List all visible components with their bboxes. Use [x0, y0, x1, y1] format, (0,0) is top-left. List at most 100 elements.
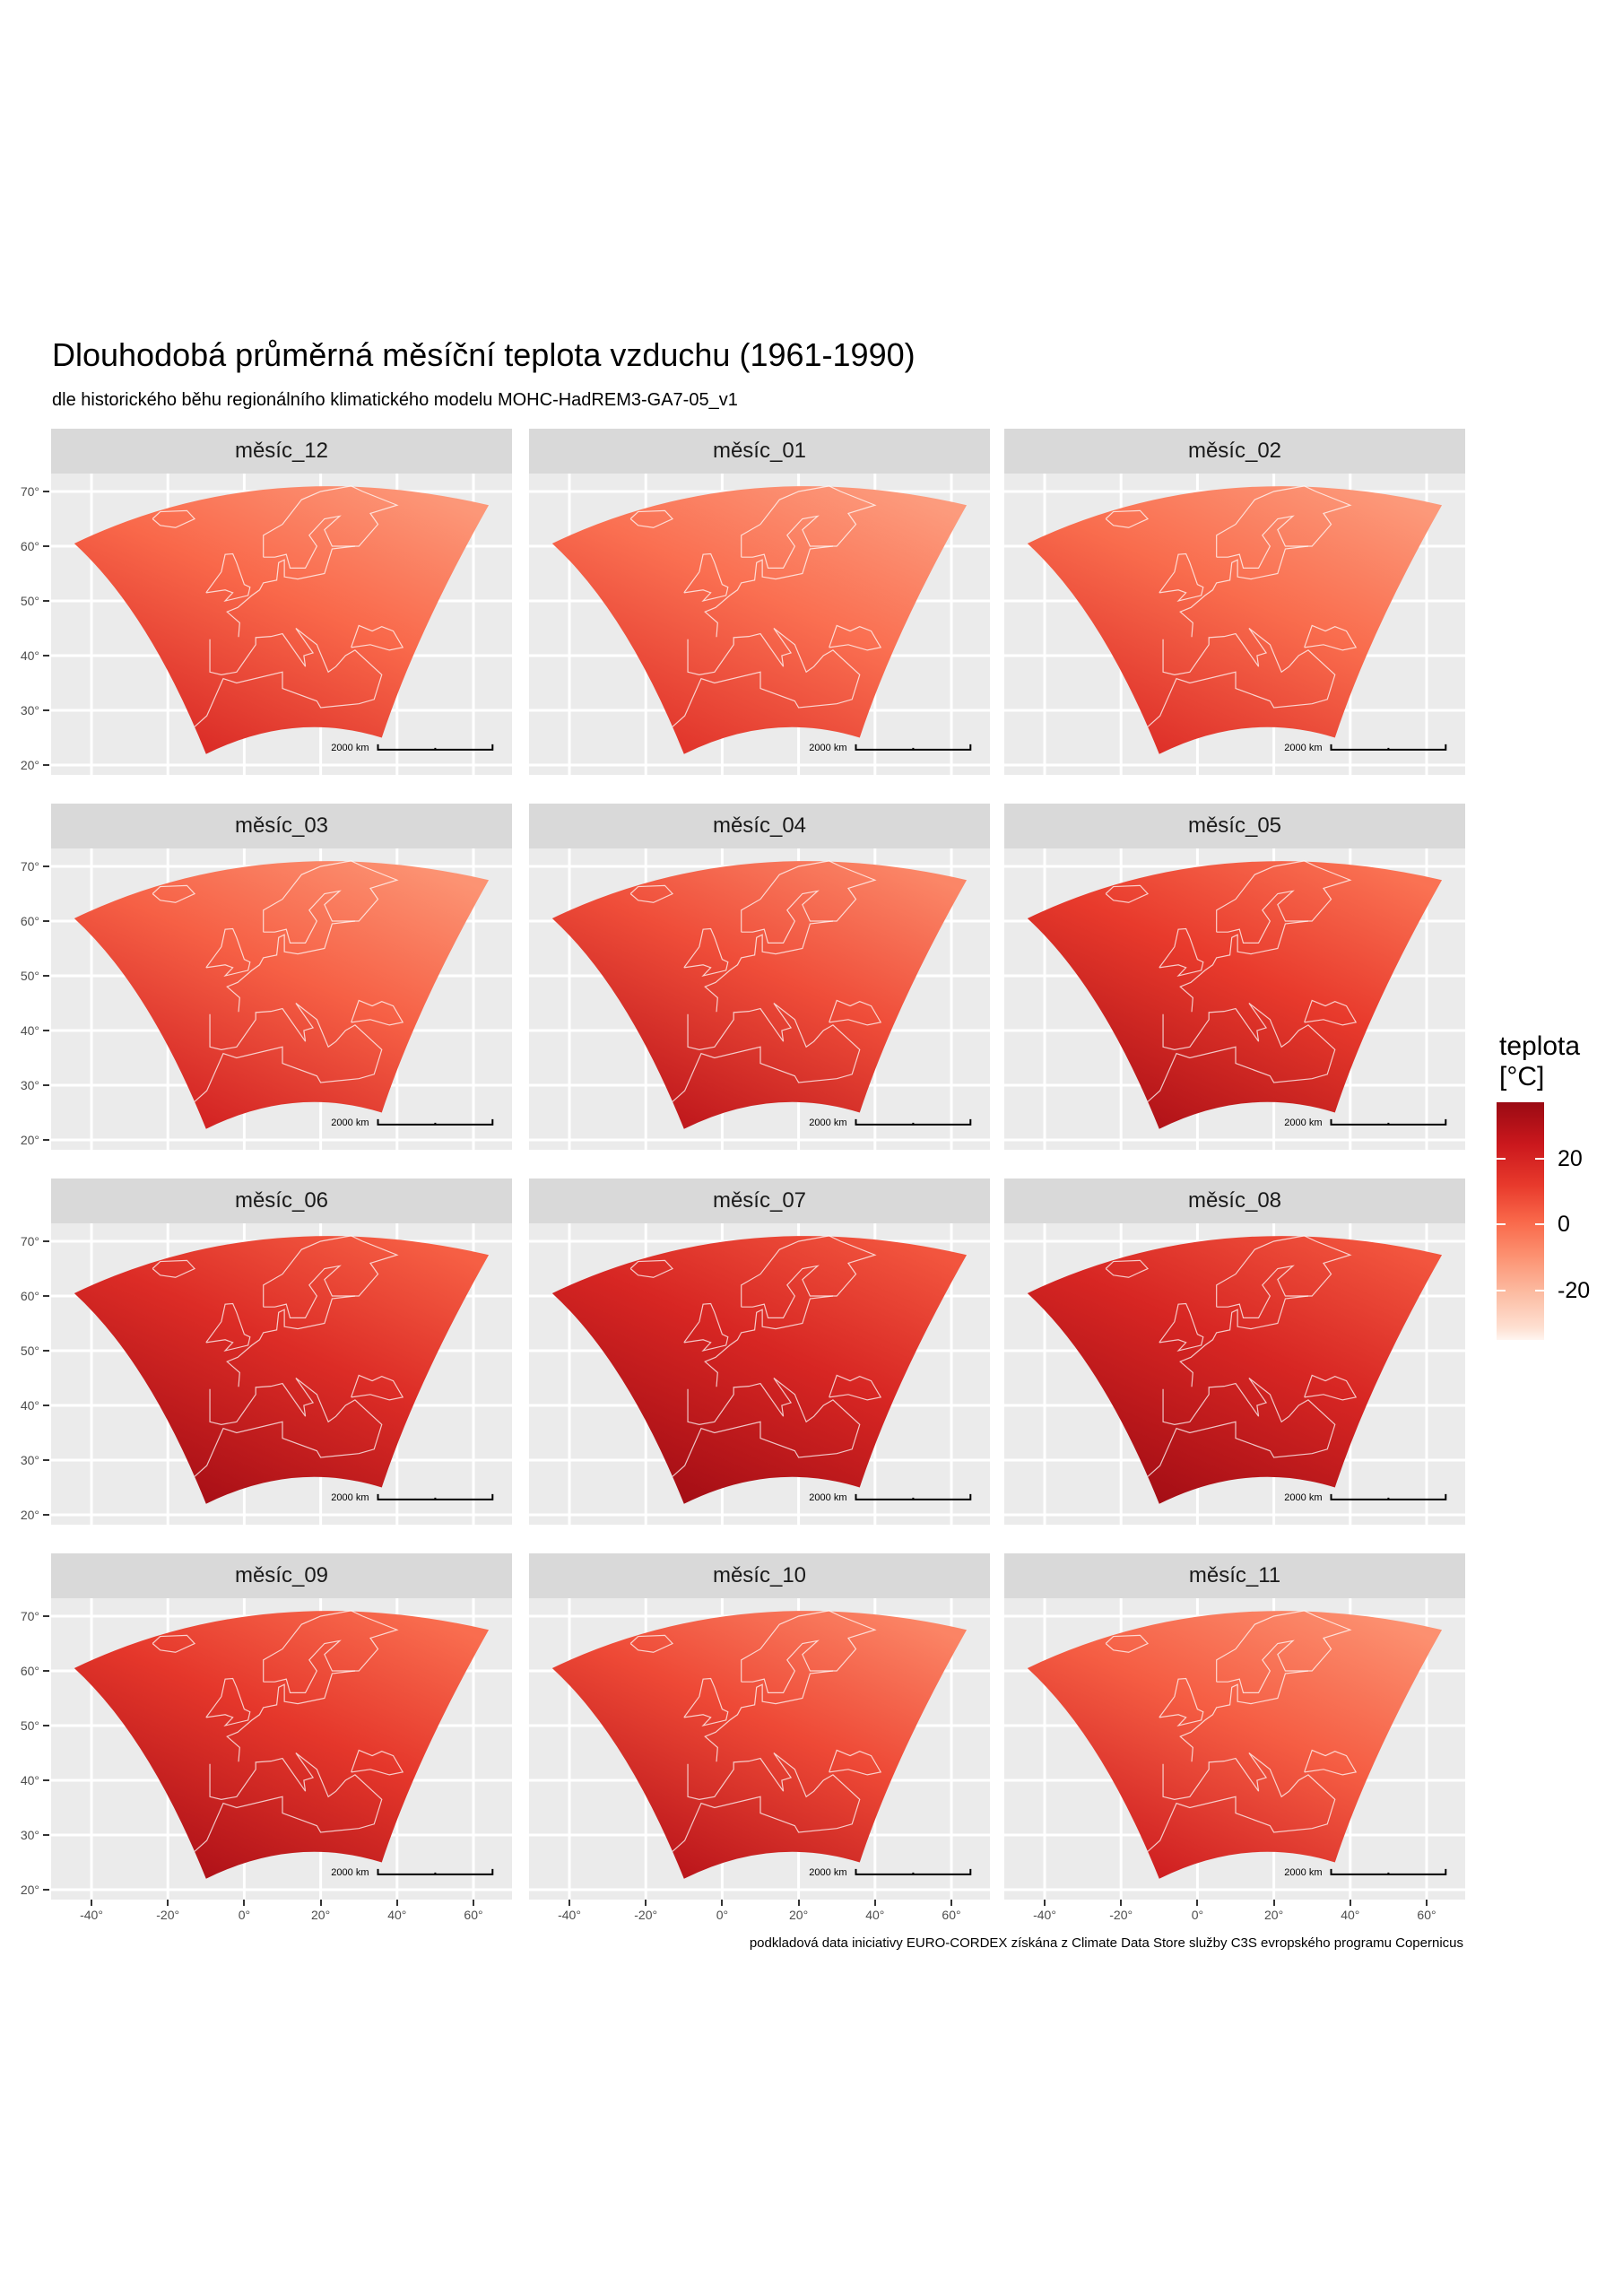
x-tick-mark — [950, 1900, 952, 1906]
scale-bar-line — [377, 744, 494, 751]
map-svg: 2000 km — [529, 474, 990, 775]
coastline — [351, 1749, 404, 1776]
y-tick-label: 50° — [20, 1718, 39, 1733]
coastline — [1304, 1749, 1358, 1776]
scale-bar: 2000 km — [809, 743, 972, 753]
facet-strip-label: měsíc_12 — [51, 429, 512, 474]
map-svg: 2000 km — [1004, 1223, 1465, 1525]
x-tick-mark — [1426, 1900, 1428, 1906]
facet-plot-area: 2000 km — [1004, 1598, 1465, 1900]
x-tick-label: 60° — [1417, 1908, 1436, 1922]
y-tick-mark — [43, 600, 49, 602]
y-tick-label: 40° — [20, 648, 39, 663]
legend-tick-mark — [1497, 1157, 1506, 1160]
facet-plot-area: 2000 km — [529, 1598, 990, 1900]
y-tick-mark — [43, 920, 49, 922]
x-tick-mark — [243, 1900, 246, 1906]
y-tick-label: 60° — [20, 1664, 39, 1678]
coastline — [194, 1378, 383, 1477]
facet-panel: měsíc_11 2000 km — [1004, 1553, 1465, 1900]
y-tick-mark — [43, 1405, 49, 1406]
scale-bar-line — [377, 1118, 494, 1126]
temperature-raster — [1027, 1611, 1443, 1879]
coastline — [1159, 927, 1204, 978]
coastline — [683, 1302, 729, 1352]
scale-bar-label: 2000 km — [331, 1492, 369, 1503]
scale-bar-label: 2000 km — [331, 1118, 369, 1128]
coastline — [741, 485, 877, 570]
coastline — [1147, 1003, 1336, 1102]
x-tick-mark — [1272, 1900, 1275, 1906]
coastline — [205, 1302, 251, 1352]
map-svg: 2000 km — [529, 1598, 990, 1900]
facet-strip-label: měsíc_06 — [51, 1178, 512, 1223]
map-svg: 2000 km — [529, 1223, 990, 1525]
scale-bar: 2000 km — [331, 1118, 494, 1128]
coastline — [829, 624, 882, 651]
coastline — [704, 545, 834, 638]
scale-bar: 2000 km — [1284, 1492, 1447, 1503]
scale-bar-line — [855, 1118, 972, 1126]
x-tick-label: -20° — [1109, 1908, 1133, 1922]
y-tick-mark — [43, 1615, 49, 1617]
coastline — [704, 1295, 834, 1387]
x-tick-label: 40° — [1341, 1908, 1360, 1922]
y-tick-label: 40° — [20, 1398, 39, 1413]
coastline — [1216, 1235, 1352, 1319]
temperature-raster — [74, 486, 490, 754]
coastline — [351, 1374, 404, 1401]
facet-strip-label: měsíc_08 — [1004, 1178, 1465, 1223]
y-tick-label: 20° — [20, 758, 39, 772]
coastline — [152, 1259, 196, 1278]
temperature-raster — [1027, 861, 1443, 1129]
x-tick-label: 0° — [716, 1908, 729, 1922]
x-tick-label: 40° — [387, 1908, 407, 1922]
coastline — [1159, 1677, 1204, 1727]
y-tick-mark — [43, 1459, 49, 1461]
map-svg: 2000 km — [1004, 474, 1465, 775]
coastline — [1216, 485, 1352, 570]
coastline — [1179, 1670, 1309, 1762]
coastline — [1216, 1610, 1352, 1694]
coastline — [263, 485, 399, 570]
coastline — [683, 927, 729, 978]
y-tick-mark — [43, 1139, 49, 1141]
y-tick-mark — [43, 1295, 49, 1297]
y-tick-label: 20° — [20, 1883, 39, 1897]
facet-panel: měsíc_08 2000 km — [1004, 1178, 1465, 1525]
coastline — [1216, 860, 1352, 944]
scale-bar: 2000 km — [1284, 1867, 1447, 1878]
coastline — [351, 624, 404, 651]
x-tick-mark — [1196, 1900, 1199, 1906]
facet-strip-label: měsíc_03 — [51, 804, 512, 848]
facet-panel: měsíc_07 2000 km — [529, 1178, 990, 1525]
y-tick-mark — [43, 1084, 49, 1086]
scale-bar-line — [1330, 1118, 1447, 1126]
coastline — [672, 628, 861, 727]
y-tick-mark — [43, 1240, 49, 1242]
coastline — [263, 860, 399, 944]
coastline — [351, 999, 404, 1026]
temperature-raster — [551, 1236, 968, 1504]
legend-title-line2: [°C] — [1499, 1062, 1545, 1091]
facet-panel: měsíc_02 2000 km — [1004, 429, 1465, 775]
coastline — [629, 1634, 674, 1653]
legend-tick-mark — [1535, 1223, 1544, 1226]
x-tick-label: -40° — [558, 1908, 581, 1922]
coastline — [152, 509, 196, 528]
y-tick-label: 40° — [20, 1773, 39, 1787]
x-tick-label: 20° — [1264, 1908, 1284, 1922]
x-tick-mark — [167, 1900, 169, 1906]
coastline — [1147, 1752, 1336, 1852]
scale-bar-label: 2000 km — [1284, 1492, 1322, 1503]
scale-bar: 2000 km — [809, 1492, 972, 1503]
scale-bar-line — [855, 1868, 972, 1875]
legend-tick-mark — [1535, 1157, 1544, 1160]
facet-plot-area: 2000 km — [1004, 848, 1465, 1150]
temperature-raster — [551, 861, 968, 1129]
scale-bar-label: 2000 km — [1284, 743, 1322, 753]
coastline — [829, 999, 882, 1026]
x-tick-mark — [1044, 1900, 1046, 1906]
facet-panel: měsíc_10 2000 km — [529, 1553, 990, 1900]
coastline — [1179, 545, 1309, 638]
